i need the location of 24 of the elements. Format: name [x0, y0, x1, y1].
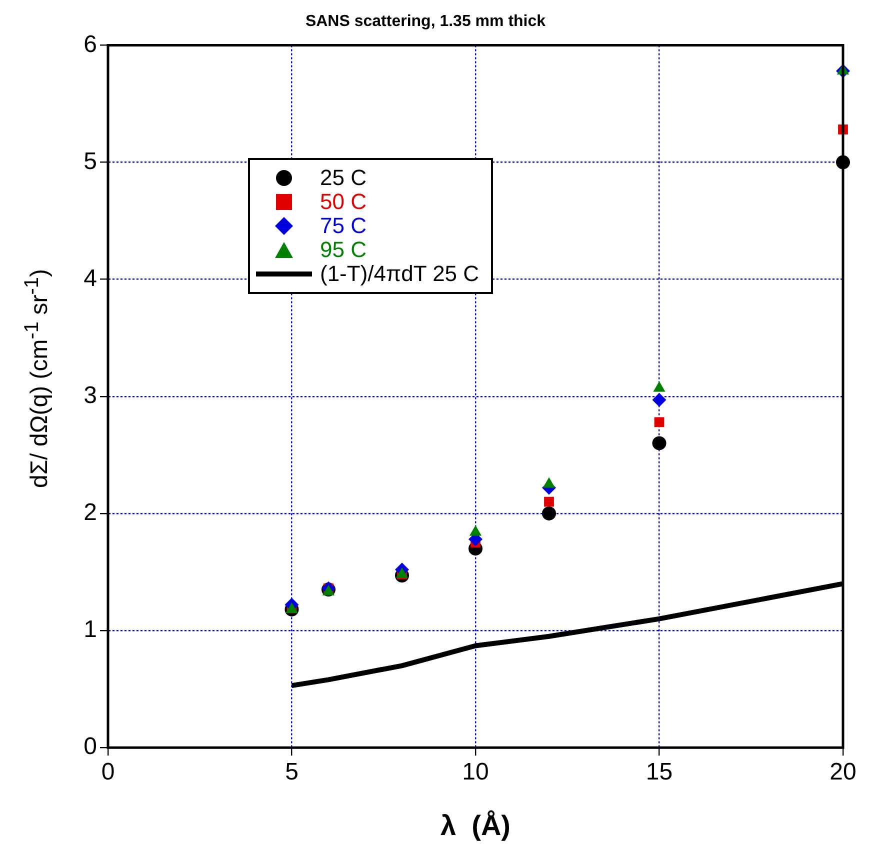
x-tick-label: 0: [101, 758, 115, 786]
point: [652, 392, 666, 407]
y-tick-label: 5: [84, 148, 97, 175]
legend-label: 50 C: [320, 189, 366, 215]
x-tick-label: 10: [462, 758, 489, 786]
point: [544, 496, 554, 507]
y-tick-label: 6: [84, 30, 97, 58]
legend-label: 95 C: [320, 237, 366, 263]
y-tick-label: 4: [84, 264, 97, 292]
point: [652, 436, 666, 450]
y-tick-label: 2: [84, 499, 97, 526]
y-tick-label: 0: [84, 733, 97, 760]
y-tick-label: 3: [84, 382, 97, 410]
legend-label: 75 C: [320, 213, 366, 239]
x-tick-label: 5: [285, 758, 298, 786]
chart-title: SANS scattering, 1.35 mm thick: [305, 13, 546, 30]
legend-label: 25 C: [320, 165, 366, 191]
x-tick-label: 20: [830, 758, 856, 786]
point: [542, 506, 556, 520]
x-tick-label: 15: [646, 758, 673, 786]
x-axis-title: λ (Å): [440, 810, 510, 841]
point: [654, 417, 664, 428]
y-tick-label: 1: [84, 616, 97, 644]
legend-label: (1-T)/4πdT 25 C: [320, 261, 480, 287]
